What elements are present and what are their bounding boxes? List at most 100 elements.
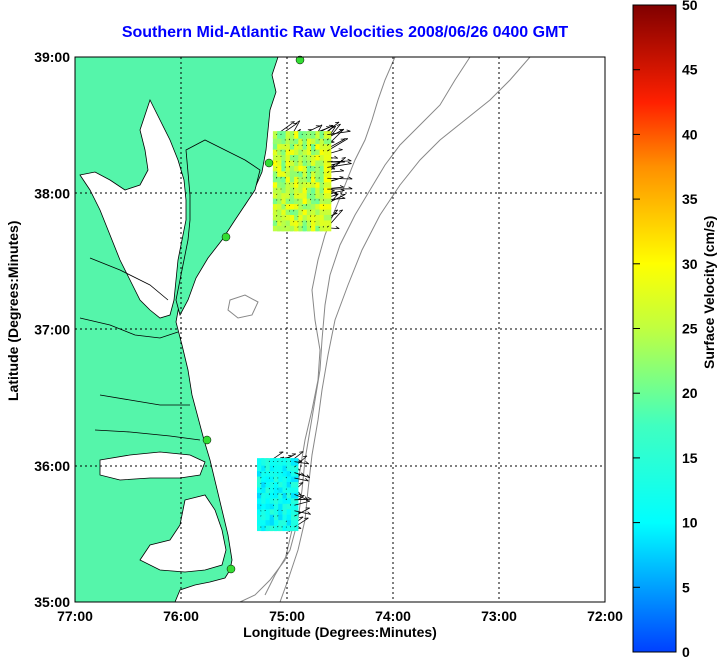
river [89,257,169,301]
velocity-cell [277,174,285,183]
velocity-vector [294,461,309,465]
colorbar-tick-label: 0 [682,644,690,659]
velocity-cell [289,185,298,194]
velocity-cell [302,174,311,183]
velocity-cell [265,518,273,526]
velocity-cell [290,518,299,526]
velocity-cell [306,185,315,194]
velocity-cell [265,523,273,532]
velocity-vector [294,498,312,501]
velocity-cell [282,469,290,477]
velocity-arrowhead [340,188,345,191]
velocity-cell [277,142,285,150]
velocity-cell [294,136,302,145]
velocity-arrowhead [341,157,346,159]
velocity-cell [261,474,269,483]
velocity-cell [285,152,294,161]
velocity-cell [286,518,295,526]
velocity-cell [286,474,295,483]
velocity-cell [294,147,302,156]
velocity-cell [311,212,319,221]
velocity-cell [298,191,306,199]
y-tick-label: 38:00 [34,185,70,201]
velocity-cell [315,158,323,166]
velocity-cell [257,458,265,466]
velocity-cell [319,152,328,161]
x-tick-label: 73:00 [481,608,517,624]
velocity-arrowhead [299,451,304,453]
velocity-cell [294,207,302,215]
velocity-cell [306,142,315,150]
velocity-cell [285,147,294,156]
velocity-cell [285,212,294,221]
velocity-cell [302,147,311,156]
velocity-arrowhead [296,120,301,124]
velocity-cell [302,223,311,232]
radar-station [264,158,274,168]
radar-station [202,435,212,445]
velocity-cell [315,180,323,188]
velocity-cell [265,496,273,504]
velocity-cell [298,163,306,172]
velocity-cell [323,218,332,226]
velocity-vector [327,130,351,136]
velocity-cell [298,180,306,188]
velocity-cell [257,463,265,472]
velocity-arrowhead [333,209,338,212]
velocity-cell [302,207,311,215]
velocity-cell [261,518,269,526]
velocity-cell [319,163,328,172]
velocity-arrowhead [339,185,344,188]
velocity-cell [281,223,289,232]
river [94,429,201,441]
velocity-cell [323,223,332,232]
river [99,394,190,406]
velocity-arrowhead [338,148,343,151]
velocity-arrowhead [306,474,310,478]
colorbar-label: Surface Velocity (cm/s) [701,215,717,369]
velocity-field-north [272,120,353,232]
velocity-cell [285,223,294,232]
velocity-cell [269,518,278,526]
velocity-cell [315,218,323,226]
velocity-cell [294,131,302,139]
velocity-cell [261,490,269,499]
velocity-cell [265,479,273,488]
velocity-cell [323,180,332,188]
velocity-cell [278,501,286,510]
velocity-arrowhead [305,478,309,482]
velocity-cell [281,174,289,183]
colorbar-tick-label: 15 [682,450,698,466]
velocity-cell [289,212,298,221]
velocity-cell [298,212,306,221]
velocity-cell [306,207,315,215]
radar-station [221,232,231,242]
velocity-arrowhead [280,456,285,459]
velocity-cell [269,507,278,515]
velocity-arrowhead [296,128,301,132]
velocity-cell [281,131,289,139]
velocity-vector [294,472,310,479]
velocity-cell [272,136,281,145]
velocity-cell [261,458,269,466]
velocity-arrowhead [304,496,308,500]
velocity-cell [311,202,319,210]
velocity-cell [323,136,332,145]
velocity-cell [272,202,281,210]
velocity-cell [319,174,328,183]
velocity-cell [289,147,298,156]
velocity-cell [306,218,315,226]
velocity-cell [277,202,285,210]
velocity-cell [323,202,332,210]
radar-station [295,55,305,65]
colorbar-tick-label: 30 [682,256,698,272]
velocity-arrowhead [305,499,311,502]
velocity-cell [282,501,290,510]
velocity-cell [315,169,323,177]
velocity-cell [315,142,323,150]
velocity-arrowhead [330,189,335,192]
velocity-cell [323,191,332,199]
velocity-vector [294,510,311,515]
velocity-cell [306,174,315,183]
